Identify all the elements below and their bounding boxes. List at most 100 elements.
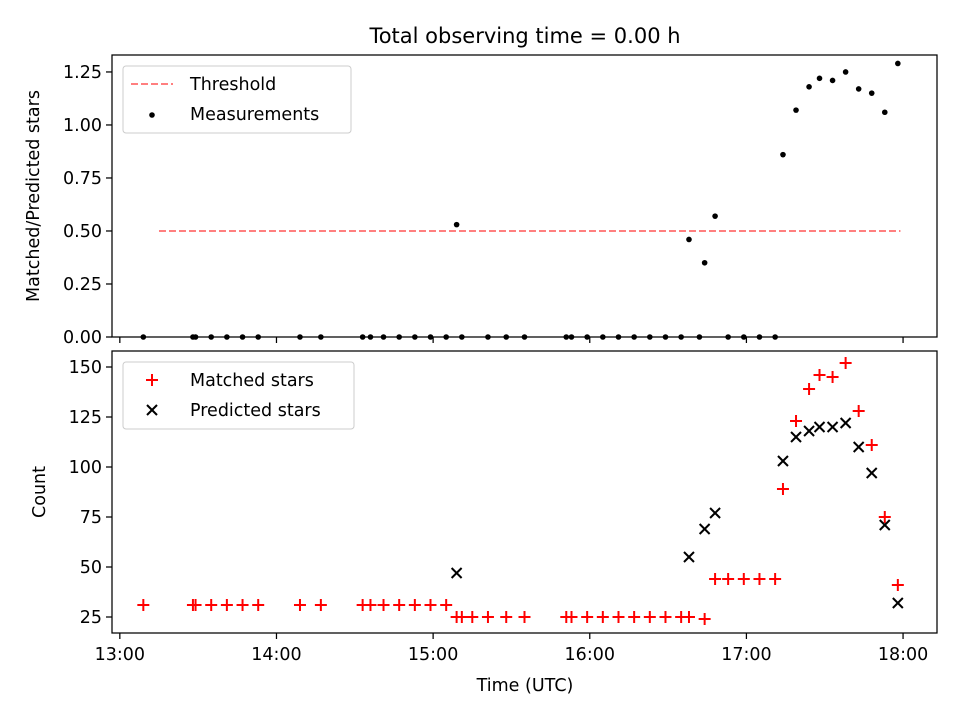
bottom-y-tick-label: 50 [80,558,102,578]
bottom-x-tick-label: 17:00 [721,645,771,665]
matched-stars-point [137,599,150,611]
top-y-tick-label: 0.00 [63,328,102,348]
top-legend-box [122,65,352,134]
matched-stars-point [852,405,865,417]
bottom-y-tick-label: 100 [69,458,102,478]
measurements-point [842,69,849,75]
matched-stars-point [377,599,390,611]
predicted-stars-point [698,523,711,535]
predicted-stars-point [683,551,695,563]
x-axis-label: Time (UTC) [476,676,574,696]
matched-stars-point [628,611,641,623]
legend-matched-label: Matched stars [190,371,314,391]
legend-measurements-swatch [149,112,155,118]
measurements-point [806,84,812,90]
chart-title: Total observing time = 0.00 h [368,24,680,48]
matched-stars-point [769,573,782,585]
measurements-point [686,236,692,243]
bottom-panel-frame [111,350,938,634]
matched-stars-point [753,573,766,585]
predicted-stars-point [709,507,721,519]
matched-stars-point [466,611,479,623]
bottom-y-tick-label: 150 [69,358,102,378]
bottom-x-tick-label: 13:00 [95,645,145,665]
top-y-axis-label: Matched/Predicted stars [24,90,44,302]
matched-stars-point [826,371,839,383]
bottom-x-tick-label: 16:00 [565,645,615,665]
bottom-x-tick-label: 14:00 [251,645,301,665]
matched-stars-point [659,611,672,623]
bottom-y-tick-label: 75 [80,508,102,528]
legend-predicted-swatch [146,404,158,416]
matched-stars-point [803,383,816,395]
predicted-stars-point [777,455,789,467]
measurements-point [793,107,799,113]
measurements-point [829,77,836,84]
top-panel: 0.00 0.25 0.50 0.75 1.00 1.25 Matched/Predict… [24,54,938,348]
measurements-point [780,151,786,158]
bottom-x-tick-label: 15:00 [408,645,458,665]
legend-matched-swatch [146,374,158,386]
bottom-panel-x-ticks: 13:00 14:00 15:00 16:00 17:00 18:00 [95,633,928,665]
matched-stars-point [408,599,421,611]
matched-stars-point [189,599,202,611]
bottom-panel: 13:00 14:00 15:00 16:00 17:00 18:00 25 50 75 100… [30,350,938,696]
measurements-point [868,90,875,96]
matched-stars-point [481,611,494,623]
top-y-tick-label: 0.75 [63,169,102,189]
measurements-point [881,109,888,116]
matched-stars-point [891,579,904,591]
bottom-panel-marks [137,357,904,625]
bottom-y-axis-label: Count [30,466,50,518]
bottom-y-tick-label: 25 [80,608,102,628]
top-y-tick-label: 1.25 [63,63,102,83]
bottom-panel-y-ticks: 25 50 75 100 125 150 [69,358,112,628]
matched-stars-point [424,599,437,611]
matched-stars-point [865,439,878,451]
bottom-x-tick-label: 18:00 [878,645,928,665]
matched-stars-point [722,573,735,585]
matched-stars-point [612,611,625,623]
top-y-tick-label: 1.00 [63,116,102,136]
matched-stars-point [236,599,249,611]
measurements-point [855,86,862,92]
bottom-legend-box [122,361,355,430]
predicted-stars-point [866,467,878,479]
legend-predicted-label: Predicted stars [190,401,321,421]
legend-threshold-label: Threshold [189,75,276,95]
matched-stars-point [596,611,609,623]
predicted-stars-point [892,597,904,609]
predicted-stars-point [450,567,463,579]
matched-stars-point [220,599,233,611]
top-panel-y-ticks: 0.00 0.25 0.50 0.75 1.00 1.25 [63,63,112,348]
matched-stars-point [500,611,513,623]
top-y-tick-label: 0.25 [63,275,102,295]
matched-stars-point [364,599,377,611]
matched-stars-point [450,611,463,623]
measurements-point [453,221,460,228]
matched-stars-point [581,611,594,623]
predicted-stars-point [839,417,852,429]
top-y-tick-label: 0.50 [63,222,102,242]
predicted-stars-point [790,431,802,443]
matched-stars-point [643,611,656,623]
measurements-point [816,75,823,82]
predicted-stars-point [813,421,826,433]
top-legend: Threshold Measurements [122,65,352,134]
matched-stars-point [205,599,218,611]
matched-stars-point [813,369,826,381]
matched-stars-point [682,611,695,623]
top-panel-frame [111,54,938,338]
matched-stars-point [252,599,265,611]
matched-stars-point [314,599,327,611]
matched-stars-point [518,611,531,623]
measurements-point [712,213,718,219]
matched-stars-point [698,613,711,625]
legend-measurements-label: Measurements [190,105,319,125]
predicted-stars-point [852,441,865,453]
matched-stars-point [737,573,750,585]
matched-stars-point [709,573,722,585]
matched-stars-point [393,599,406,611]
matched-stars-point [440,599,453,611]
